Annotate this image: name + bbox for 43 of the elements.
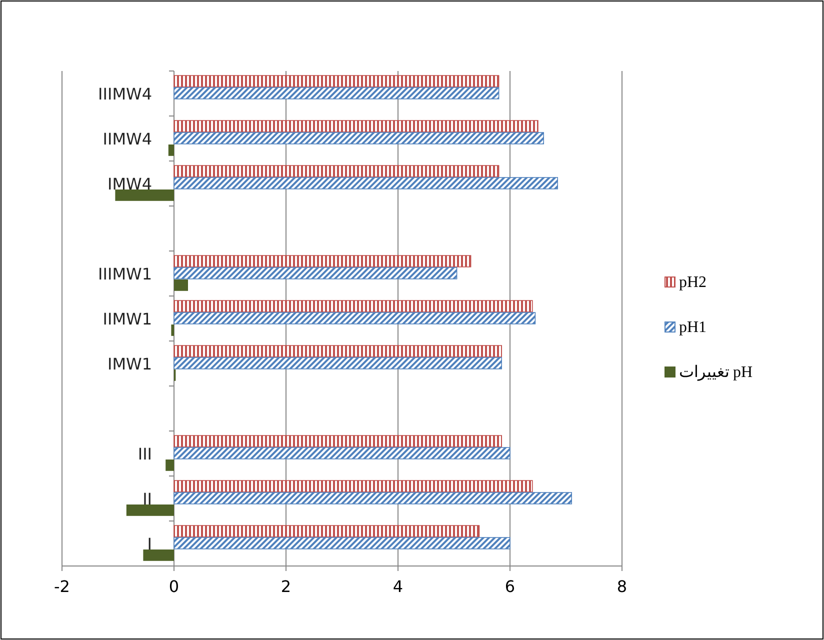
y-tick-label: IIIMW1 [98, 264, 152, 284]
bar [174, 537, 510, 550]
x-tick-label: 4 [392, 577, 404, 596]
legend-label: pH1 [679, 319, 707, 336]
bar [174, 120, 538, 132]
y-tick-label: IMW1 [107, 354, 152, 374]
bar [174, 87, 500, 100]
y-tick-label: II [142, 490, 152, 508]
bar [174, 165, 500, 178]
legend-label: pH2 [679, 274, 707, 291]
bar [174, 435, 502, 448]
bar [174, 267, 458, 280]
y-tick-label: III [138, 444, 152, 464]
bar [174, 75, 500, 88]
bar [168, 144, 174, 156]
bar [174, 345, 502, 358]
bar [174, 177, 558, 190]
bar [143, 550, 174, 561]
y-tick-label: IIMW1 [102, 310, 152, 328]
bar [174, 525, 480, 538]
bar [174, 447, 510, 460]
bar [166, 460, 174, 471]
bar [174, 280, 188, 291]
bar [126, 504, 174, 516]
bar [174, 300, 533, 312]
y-tick-label: IMW4 [107, 174, 152, 194]
legend-label: تغییرات pH [679, 364, 753, 381]
bar [174, 492, 572, 504]
bar [115, 190, 174, 201]
x-tick-label: 2 [280, 577, 292, 596]
bar [174, 312, 536, 324]
bar [174, 255, 472, 268]
x-tick-label: 0 [168, 577, 180, 596]
y-tick-label: IIIMW4 [98, 84, 152, 104]
x-tick-label: 6 [504, 577, 516, 596]
bar [174, 480, 533, 492]
bar [171, 324, 174, 336]
x-tick-label: -2 [54, 577, 70, 596]
y-tick-label: I [147, 534, 152, 554]
bar [174, 132, 544, 144]
bar [174, 357, 502, 370]
x-tick-label: 8 [616, 577, 628, 596]
y-tick-label: IIMW4 [102, 130, 152, 148]
